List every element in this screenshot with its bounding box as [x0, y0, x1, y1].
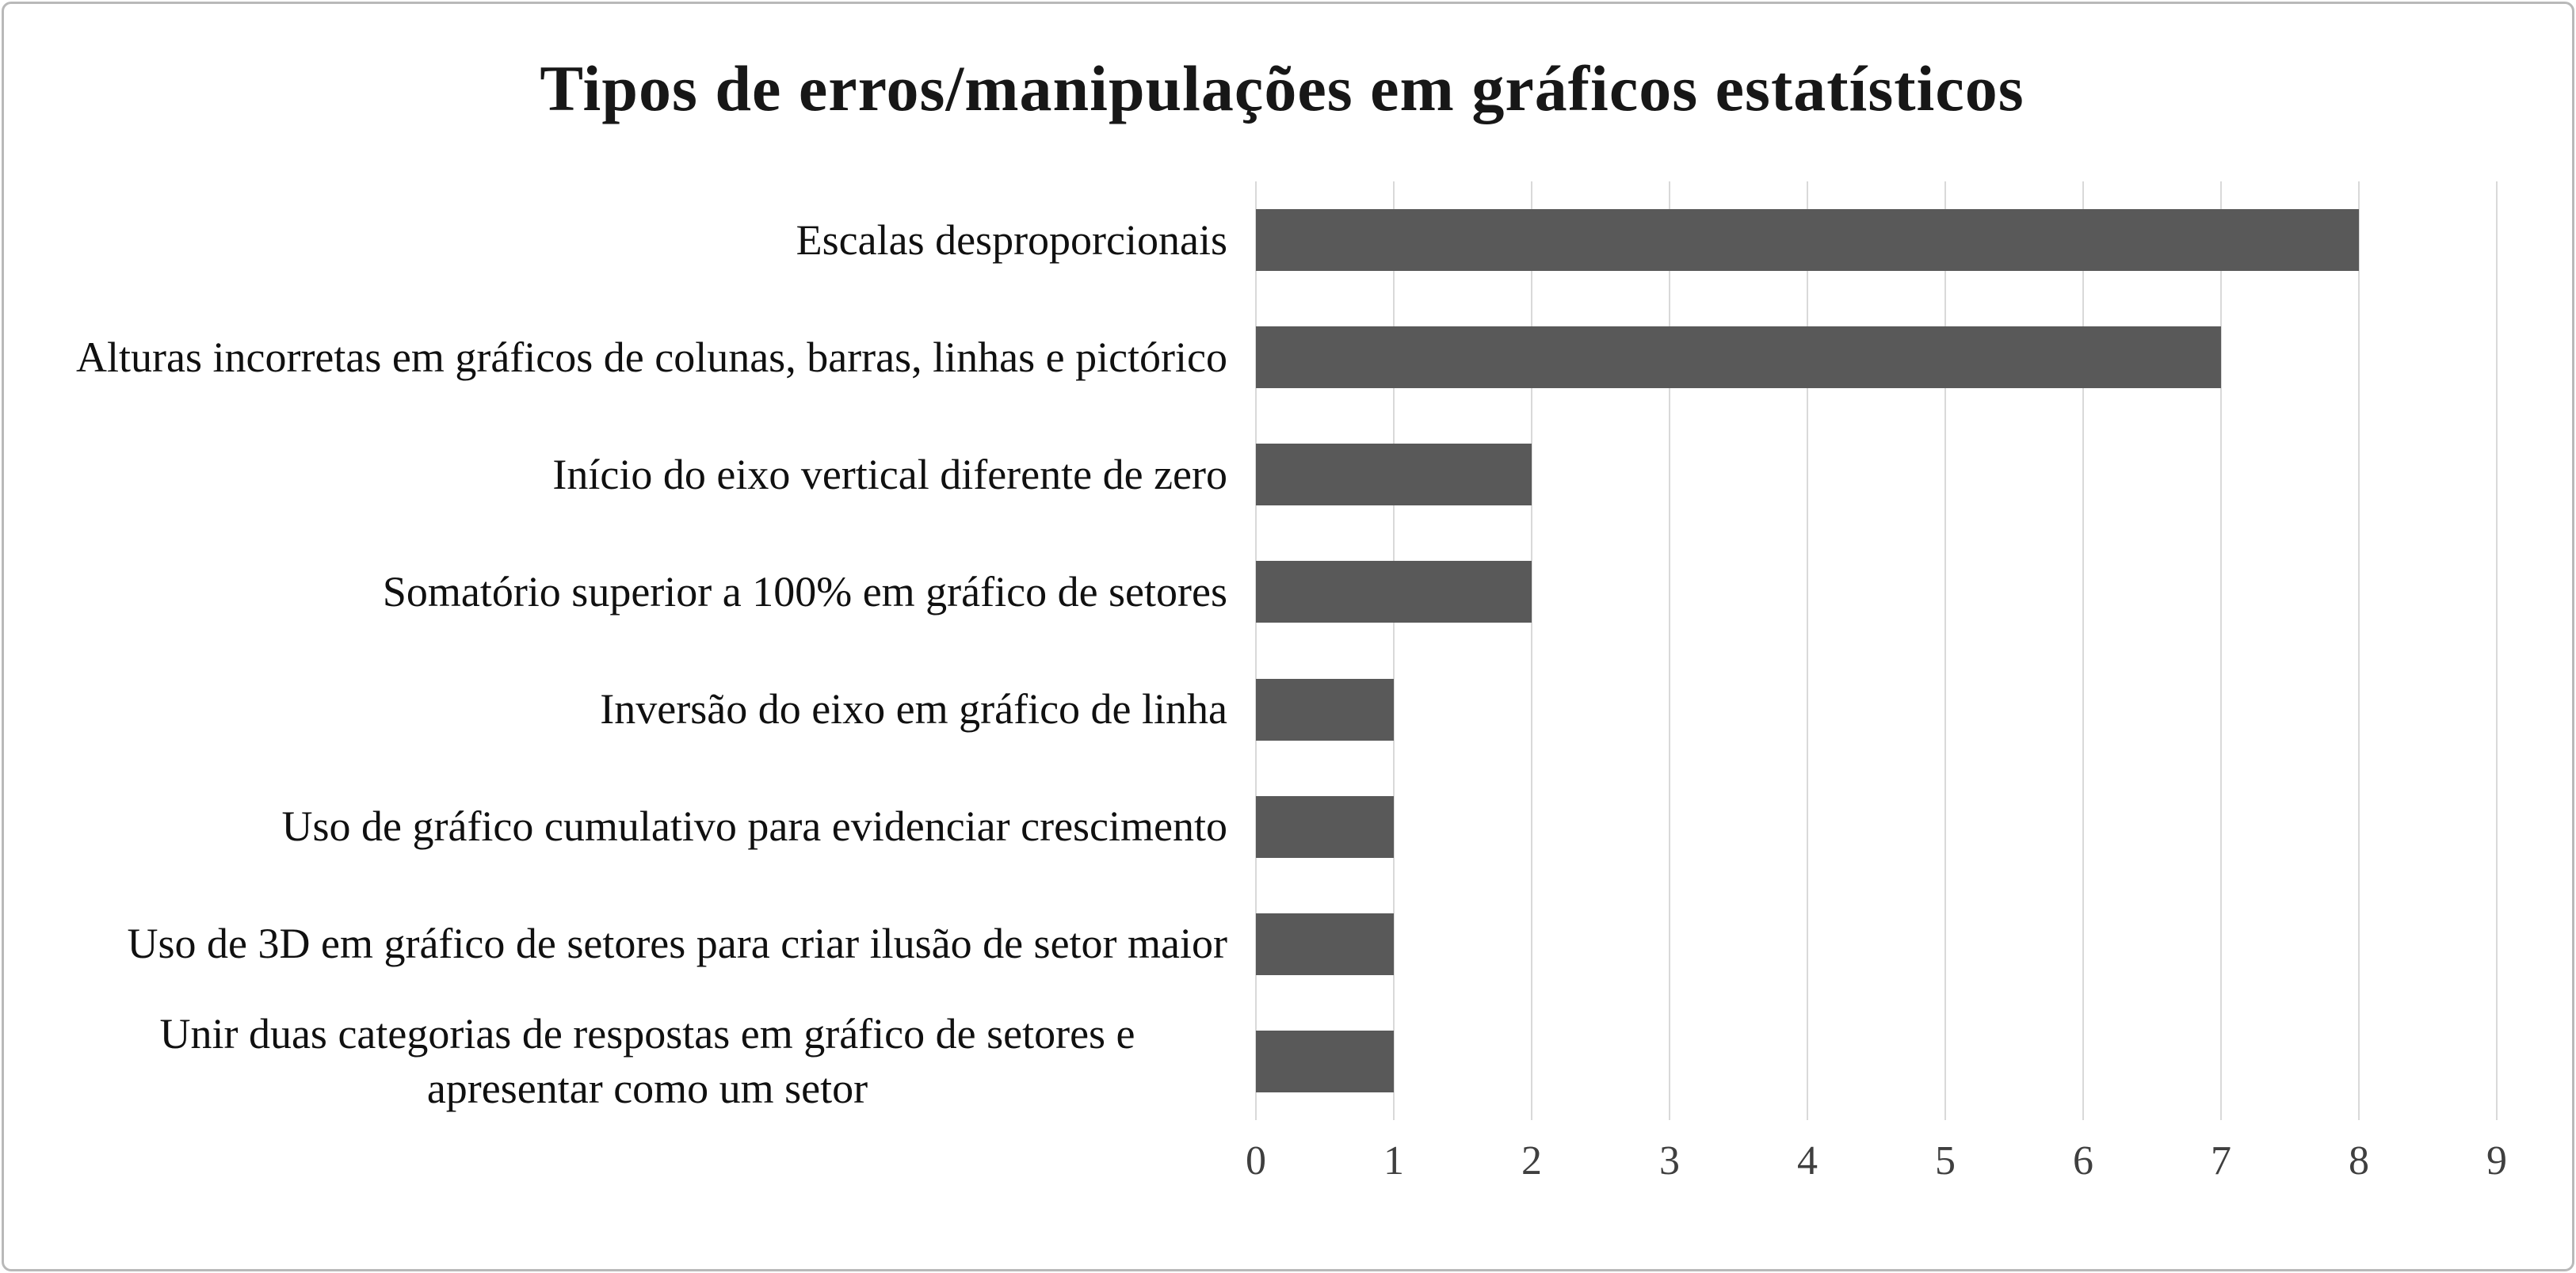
bar-row: [1256, 299, 2497, 416]
category-label-text: Uso de 3D em gráfico de setores para cri…: [127, 920, 1227, 968]
category-labels-column: Escalas desproporcionais Alturas incorret…: [67, 181, 1256, 1120]
bars-column: [1256, 181, 2497, 1120]
x-tick-label: 6: [2072, 1138, 2093, 1183]
category-label-text: Início do eixo vertical diferente de zer…: [552, 450, 1227, 498]
gridline: [2082, 181, 2084, 1120]
bar: [1256, 209, 2359, 272]
gridline: [1806, 181, 1808, 1120]
x-tick-label: 0: [1246, 1138, 1266, 1183]
x-tick-label: 7: [2211, 1138, 2231, 1183]
bar-row: [1256, 181, 2497, 299]
x-axis: 0 1 2 3 4 5 6 7 8 9: [1246, 1120, 2507, 1195]
bar: [1256, 795, 1394, 858]
bar-row: [1256, 651, 2497, 768]
category-label: Escalas desproporcionais: [67, 181, 1256, 299]
gridline: [1668, 181, 1670, 1120]
bar-row: [1256, 768, 2497, 886]
gridline: [1530, 181, 1532, 1120]
category-label-text: Somatório superior a 100% em gráfico de …: [382, 567, 1227, 616]
bar: [1256, 561, 1532, 623]
bar: [1256, 444, 1532, 506]
x-tick-label: 3: [1658, 1138, 1680, 1183]
chart-title: Tipos de erros/manipulações em gráficos …: [540, 52, 2025, 124]
category-label: Alturas incorretas em gráficos de coluna…: [67, 299, 1256, 416]
bar: [1256, 1030, 1394, 1092]
x-tick-label: 2: [1521, 1138, 1542, 1183]
bar: [1256, 913, 1394, 975]
bar-row: [1256, 1003, 2497, 1120]
bar-row: [1256, 416, 2497, 533]
gridline: [2496, 181, 2498, 1120]
gridline: [2220, 181, 2222, 1120]
category-label: Somatório superior a 100% em gráfico de …: [67, 533, 1256, 650]
category-label: Inversão do eixo em gráfico de linha: [67, 651, 1256, 768]
category-label: Uso de 3D em gráfico de setores para cri…: [67, 886, 1256, 1003]
category-label: Uso de gráfico cumulativo para evidencia…: [67, 768, 1256, 886]
x-tick-label: 4: [1797, 1138, 1818, 1183]
gridline: [1392, 181, 1395, 1120]
bar: [1256, 678, 1394, 741]
category-label: Unir duas categorias de respostas em grá…: [67, 1003, 1256, 1120]
x-tick-label: 9: [2486, 1138, 2507, 1183]
gridline: [1255, 181, 1257, 1120]
x-tick-label: 1: [1383, 1138, 1404, 1183]
category-label-text: Inversão do eixo em gráfico de linha: [600, 685, 1227, 733]
chart-body: Escalas desproporcionais Alturas incorret…: [67, 181, 2498, 1120]
gridline: [2357, 181, 2360, 1120]
bar-row: [1256, 533, 2497, 650]
bar-row: [1256, 886, 2497, 1003]
category-label: Início do eixo vertical diferente de zer…: [67, 416, 1256, 533]
category-label-text: Uso de gráfico cumulativo para evidencia…: [281, 802, 1227, 851]
gridline: [1944, 181, 1946, 1120]
category-label-text: Escalas desproporcionais: [796, 215, 1227, 264]
category-label-text: Unir duas categorias de respostas em grá…: [159, 1009, 1135, 1112]
category-label-text: Alturas incorretas em gráficos de coluna…: [76, 333, 1227, 381]
x-tick-label: 5: [1935, 1138, 1956, 1183]
plot-area: [1255, 181, 2498, 1120]
x-tick-label: 8: [2349, 1138, 2369, 1183]
bar: [1256, 326, 2221, 389]
